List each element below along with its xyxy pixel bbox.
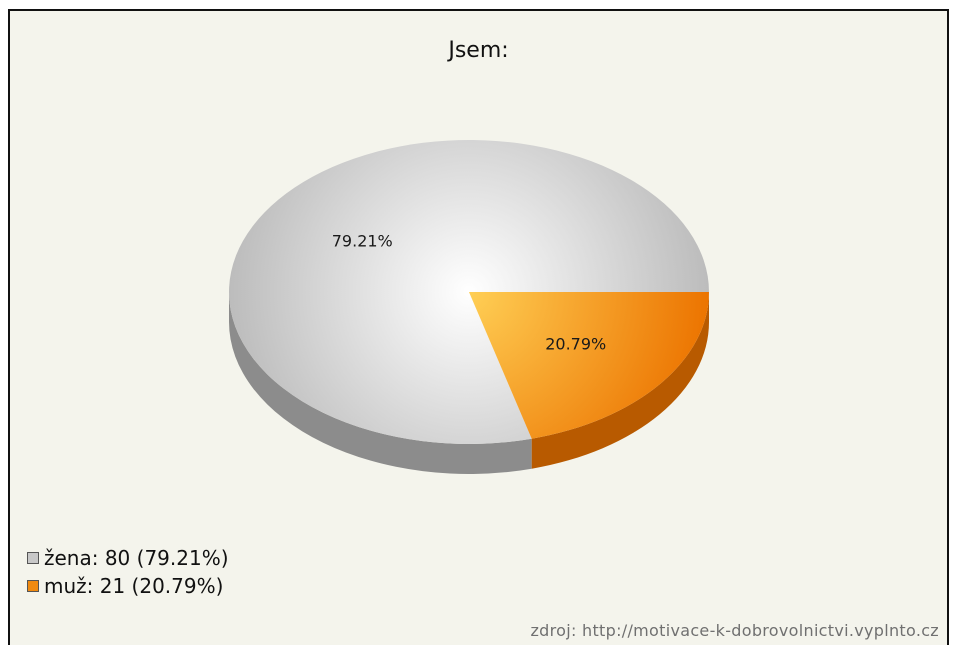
legend-item-muz: muž: 21 (20.79%) (27, 572, 229, 600)
pie-label-žena: 79.21% (332, 231, 393, 250)
pie-slice-muž (469, 292, 709, 439)
pie-label-muž: 20.79% (545, 335, 606, 354)
pie-chart: 79.21% 20.79% (229, 140, 709, 475)
pie-side-žena (229, 292, 532, 475)
pie-labels: 79.21% 20.79% (332, 231, 606, 353)
pie-side-muž (531, 292, 709, 469)
legend-item-zena: žena: 80 (79.21%) (27, 544, 229, 572)
chart-title: Jsem: (448, 38, 509, 63)
legend-label-muz: muž: 21 (20.79%) (44, 574, 224, 598)
pie-slices (229, 140, 709, 444)
legend-label-zena: žena: 80 (79.21%) (44, 546, 229, 570)
chart-frame: Jsem: 79.21% 20.79% žena: 80 (79.21%) muž… (8, 9, 949, 645)
legend: žena: 80 (79.21%) muž: 21 (20.79%) (27, 544, 229, 600)
legend-swatch-zena (27, 552, 39, 564)
source-note: zdroj: http://motivace-k-dobrovolnictvi.… (530, 621, 939, 640)
legend-swatch-muz (27, 580, 39, 592)
pie-depth (229, 292, 709, 475)
